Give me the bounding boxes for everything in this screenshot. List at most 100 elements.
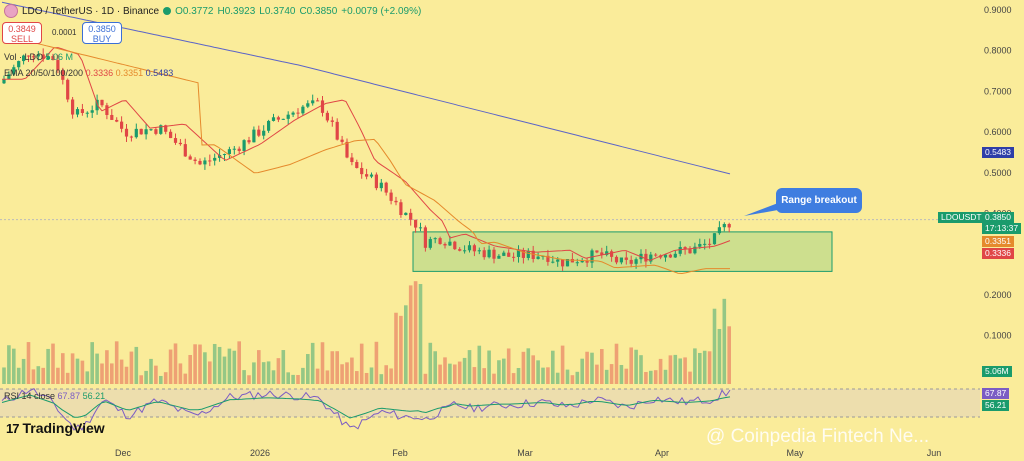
volume-bar [345, 362, 349, 384]
ema50-price-badge: 0.3351 [982, 236, 1014, 247]
candle-body [433, 238, 437, 240]
volume-bar [276, 358, 281, 384]
volume-bar [129, 351, 134, 384]
candle-body [296, 112, 300, 114]
volume-bar [85, 371, 90, 384]
candle-body [722, 224, 726, 228]
volume-bar [575, 371, 580, 384]
volume-bar [163, 372, 168, 384]
candle-body [565, 259, 570, 267]
volume-bar [65, 372, 70, 384]
volume-bar [154, 365, 158, 384]
volume-bar [217, 346, 222, 384]
volume-bar [634, 349, 638, 384]
volume-bar [110, 363, 114, 384]
volume-bar [570, 375, 575, 384]
candle-body [536, 256, 540, 260]
volume-bar [702, 350, 707, 384]
y-tick-label: 0.9000 [984, 5, 1012, 15]
candle-body [203, 160, 207, 165]
volume-bar [580, 358, 584, 384]
rsi-ma-value: 56.21 [82, 391, 106, 401]
candle-body [222, 154, 227, 156]
volume-bar [271, 370, 276, 384]
sell-label: SELL [10, 34, 34, 44]
volume-bar [673, 354, 678, 384]
x-tick-label: Feb [392, 448, 408, 458]
candle-body [242, 140, 246, 151]
ema100-line [1, 1, 731, 175]
candle-body [384, 182, 388, 193]
candle-body [423, 227, 427, 248]
buy-button[interactable]: 0.3850 BUY [82, 22, 122, 44]
candle-body [350, 157, 354, 163]
coinpedia-watermark: @ Coinpedia Fintech Ne... [706, 426, 930, 447]
candle-body [188, 156, 192, 160]
high-value: H0.3923 [217, 5, 256, 17]
volume-bar [609, 364, 614, 384]
volume-bar [644, 371, 648, 384]
volume-bar [472, 367, 477, 384]
candle-body [438, 238, 442, 244]
candle-body [271, 117, 276, 121]
candle-body [663, 254, 668, 258]
volume-bar [188, 354, 192, 384]
candle-body [428, 239, 432, 248]
candle-body [198, 160, 202, 165]
ema-legend[interactable]: EMA 20/50/100/200 0.3336 0.3351 0.5483 [4, 68, 173, 78]
volume-bar [56, 367, 60, 384]
candle-body [311, 100, 315, 104]
volume-bar [203, 352, 207, 384]
volume-bar [394, 312, 398, 384]
candle-body [134, 128, 138, 138]
tradingview-brand[interactable]: 17 TradingView [6, 420, 105, 436]
sell-button[interactable]: 0.3849 SELL [2, 22, 42, 44]
volume-bar [227, 348, 232, 384]
rsi-legend[interactable]: RSI 14 close 67.87 56.21 [4, 391, 105, 401]
candle-body [61, 70, 65, 80]
rsi-ma-line [1, 394, 731, 419]
volume-bar [315, 368, 320, 384]
volume-bar [330, 351, 335, 384]
candle-body [149, 129, 153, 131]
volume-bar [438, 364, 442, 384]
candle-body [218, 155, 222, 158]
candle-body [193, 159, 197, 161]
volume-legend[interactable]: Vol · LDO 5.06 M [4, 52, 73, 62]
candle-body [262, 130, 266, 136]
candle-body [144, 129, 148, 135]
ema20-value: 0.3336 [85, 68, 114, 78]
candle-body [482, 250, 486, 258]
volume-bar [36, 366, 41, 384]
volume-bar [173, 343, 178, 384]
candle-body [458, 249, 462, 251]
rsi-band [0, 389, 980, 417]
candle-body [497, 255, 501, 259]
volume-bar [80, 360, 85, 384]
volume-bar [159, 375, 163, 384]
candle-body [56, 60, 60, 71]
volume-bar [31, 369, 36, 384]
symbol-price-badge: LDOUSDT [938, 212, 985, 223]
volume-bar [717, 328, 722, 384]
volume-bar [41, 367, 45, 384]
x-tick-label: May [786, 448, 804, 458]
candle-body [610, 251, 614, 257]
candle-body [502, 252, 506, 256]
last-price-badge: 0.3850 [982, 212, 1014, 223]
candle-body [605, 251, 609, 255]
ema20-line [2, 47, 731, 261]
candle-body [169, 131, 173, 139]
volume-bar [492, 373, 496, 384]
candle-body [521, 250, 525, 258]
candle-body [409, 212, 413, 220]
volume-value: 5.06 M [45, 52, 74, 62]
volume-bar [384, 365, 388, 384]
candle-body [649, 254, 653, 262]
volume-bar [487, 350, 491, 384]
volume-bar [639, 355, 643, 384]
candle-body [585, 260, 589, 263]
candle-body [492, 249, 496, 259]
volume-bar [658, 358, 663, 384]
